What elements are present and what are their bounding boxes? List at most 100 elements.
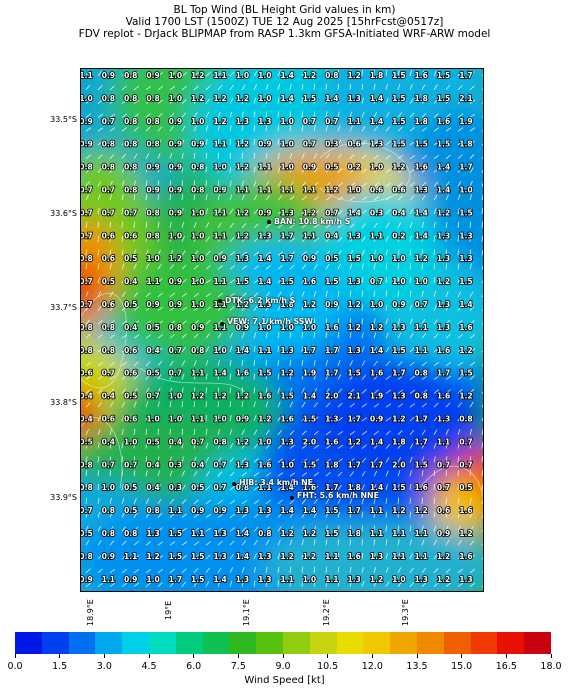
wind-arrow: [325, 125, 329, 132]
grid-value: 0.9: [236, 415, 249, 424]
wind-arrow: [109, 305, 115, 311]
wind-arrow: [301, 264, 307, 270]
wind-arrow: [241, 540, 247, 546]
station-marker-ban[interactable]: [267, 220, 271, 224]
wind-arrow: [385, 209, 391, 215]
wind-arrow: [85, 511, 88, 518]
wind-arrow: [289, 472, 296, 477]
wind-arrow: [181, 568, 187, 574]
wind-arrow: [481, 363, 484, 367]
wind-arrow: [121, 320, 127, 325]
grid-value: 0.8: [236, 483, 249, 492]
wind-arrow: [253, 499, 260, 505]
grid-value: 0.8: [80, 254, 93, 263]
wind-arrow: [85, 442, 89, 449]
station-marker-fht[interactable]: [290, 496, 294, 500]
wind-arrow: [193, 152, 196, 159]
wind-arrow: [409, 168, 416, 173]
wind-arrow: [337, 236, 343, 242]
wind-arrow: [217, 401, 219, 408]
station-marker-vew[interactable]: [220, 322, 224, 326]
wind-arrow: [229, 84, 234, 91]
grid-value: 1.2: [415, 254, 428, 263]
wind-arrow: [409, 484, 412, 491]
grid-value: 1.6: [415, 71, 428, 80]
wind-arrow: [421, 333, 427, 339]
wind-arrow: [205, 306, 211, 311]
grid-value: 1.2: [213, 94, 226, 103]
station-marker-dtk[interactable]: [218, 299, 222, 303]
wind-arrow: [361, 553, 364, 560]
wind-map[interactable]: 1.1 0.9 0.8 0.9 1.0 1.2 1.1 1.0 1.0 1.4 1.2 0.8 1.2 1…: [80, 68, 484, 592]
wind-arrow: [133, 166, 137, 173]
colorbar-segment: [202, 632, 230, 654]
wind-arrow: [265, 166, 269, 173]
wind-arrow: [133, 374, 139, 380]
colorbar-segment: [15, 632, 42, 654]
wind-arrow: [457, 277, 461, 284]
wind-arrow: [205, 581, 210, 587]
grid-value: 1.5: [169, 529, 182, 538]
wind-arrow: [457, 348, 464, 353]
grid-value: 1.5: [280, 392, 293, 401]
wind-arrow: [397, 443, 402, 449]
grid-value: 1.1: [280, 575, 293, 584]
wind-arrow: [457, 167, 463, 173]
grid-value: 0.5: [146, 369, 159, 378]
wind-arrow: [157, 306, 164, 311]
wind-arrow: [229, 373, 232, 380]
speed-blob: [430, 478, 484, 538]
wind-arrow: [433, 429, 438, 435]
wind-arrow: [181, 139, 185, 146]
wind-arrow: [385, 389, 392, 394]
wind-arrow: [229, 401, 232, 408]
wind-arrow: [409, 318, 413, 325]
wind-arrow: [277, 97, 280, 104]
wind-arrow: [265, 387, 268, 394]
station-marker-hib[interactable]: [232, 482, 236, 486]
wind-arrow: [253, 111, 256, 118]
station-label-hib: HIB: 3.4 km/h NE: [239, 478, 314, 487]
speed-field: [80, 68, 484, 592]
lat-label-33-7: 33.7°S: [50, 303, 77, 312]
wind-arrow: [241, 513, 248, 518]
wind-arrow: [301, 416, 307, 422]
wind-arrow: [421, 539, 425, 546]
wind-arrow: [145, 194, 148, 201]
wind-arrow: [361, 168, 368, 173]
wind-arrow: [121, 582, 128, 587]
wind-arrow: [361, 97, 364, 104]
grid-value: 0.9: [169, 186, 182, 195]
wind-arrow: [109, 497, 112, 504]
wind-arrow: [349, 210, 355, 215]
grid-value: 1.7: [325, 369, 338, 378]
grid-value: 1.1: [213, 231, 226, 240]
wind-arrow: [361, 263, 365, 270]
wind-arrow: [181, 236, 185, 242]
wind-arrow: [145, 320, 152, 325]
wind-arrow: [385, 403, 392, 408]
wind-arrow: [349, 249, 354, 256]
wind-arrow: [301, 485, 307, 491]
wind-arrow: [469, 113, 476, 118]
grid-value: 0.4: [102, 392, 115, 401]
wind-arrow: [253, 457, 259, 463]
wind-arrow: [97, 334, 103, 339]
wind-arrow: [217, 71, 223, 77]
wind-arrow: [241, 71, 247, 77]
grid-value: 0.7: [169, 346, 182, 355]
wind-arrow: [361, 403, 368, 408]
wind-arrow: [145, 278, 150, 284]
grid-value: 1.1: [213, 277, 226, 286]
wind-arrow: [373, 444, 379, 449]
wind-arrow: [301, 167, 306, 173]
wind-arrow: [169, 278, 175, 284]
wind-arrow: [169, 414, 172, 422]
contour-line: [319, 142, 411, 203]
wind-arrow: [169, 581, 175, 587]
wind-arrow: [265, 429, 270, 436]
wind-arrow: [253, 359, 256, 366]
wind-arrow: [313, 359, 316, 366]
wind-arrow: [181, 99, 187, 104]
wind-arrow: [385, 346, 390, 353]
